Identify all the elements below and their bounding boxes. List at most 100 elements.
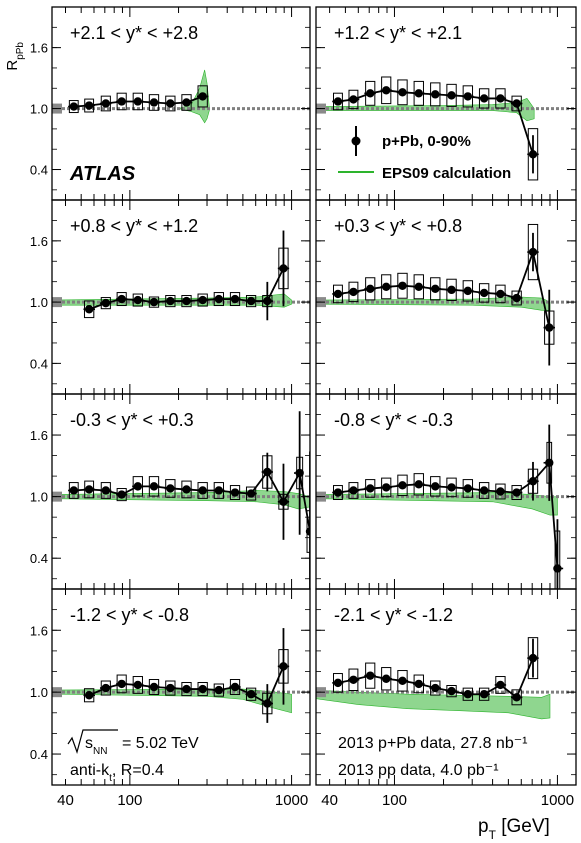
data-point [246,489,256,498]
panel-2: +1.2 < y* < +2.1 [315,6,577,201]
data-point [117,97,126,106]
data-point [463,286,473,296]
data-point [545,323,554,332]
data-point [545,458,554,467]
panel-4: +0.3 < y* < +0.8 [315,199,577,395]
data-point [496,94,505,103]
y-tick-label: 1.0 [30,295,48,310]
data-point [382,86,391,95]
data-point [69,486,78,495]
legend-data-marker [351,136,361,146]
data-point [230,488,240,497]
data-point [149,98,159,107]
data-point [553,564,562,573]
data-point [230,294,240,304]
y-tick-label: 1.0 [30,490,48,505]
panel-rapidity-label: -0.8 < y* < -0.3 [334,410,453,430]
atlas-label: ATLAS [69,163,136,185]
panel-rapidity-label: +0.3 < y* < +0.8 [334,216,462,236]
data-point [463,690,473,699]
energy-text: = 5.02 TeV [122,735,199,752]
data-point [447,483,456,492]
panel-plot-area [52,411,310,589]
data-point [447,91,456,100]
data-point [198,486,207,495]
data-point [133,680,143,690]
data-point [431,90,440,99]
eps09-band [52,688,292,714]
data-point [349,287,358,297]
data-point [166,484,175,493]
data-point [349,675,358,684]
panel-plot-area [52,628,310,723]
data-point [349,95,358,104]
panel-frame [51,588,311,786]
data-point [263,296,272,306]
svg-text:sNN: sNN [85,735,107,757]
data-point [414,679,423,689]
data-point [69,102,78,111]
data-point [133,295,143,305]
data-point [333,488,343,497]
eps09-band [316,98,535,122]
energy-annotation: sNN = 5.02 TeV [67,729,199,757]
data-point [366,89,375,98]
x-tick-label: 40 [321,792,338,809]
data-point [279,662,288,671]
data-point [512,99,521,108]
data-point [214,294,224,304]
y-tick-label: 1.6 [30,428,48,443]
data-point [133,482,143,491]
data-point [463,92,473,101]
x-tick-label: 40 [57,792,74,809]
data-point [166,683,175,693]
data-point [512,693,521,702]
data-point [382,282,391,291]
y-tick-label: 0.4 [30,356,48,371]
y-tick-label: 1.0 [30,685,48,700]
data-point [101,298,111,308]
data-point [496,680,505,690]
pp-dataset-annotation: 2013 pp data, 4.0 pb⁻¹ [338,762,499,779]
panel-plot-area [52,230,310,321]
data-connect-line [73,470,310,532]
panel-rapidity-label: -2.1 < y* < -1.2 [334,605,453,625]
panel-plot-area [316,637,576,720]
data-point [149,482,159,491]
data-point [263,699,272,708]
data-point [182,98,191,107]
data-point [512,488,521,497]
data-point [366,671,375,680]
data-point [279,497,288,506]
data-point [263,467,272,477]
legend: p+Pb, 0-90% EPS09 calculation [338,126,511,182]
data-point [246,690,256,699]
panel-frame [315,588,577,786]
panel-8: 40 100 1000 -2.1 < y* < -1.2 [315,588,577,809]
data-point [230,682,240,692]
x-axis-title: pT [GeV] [478,816,550,842]
data-point [84,485,94,494]
data-point [414,89,423,98]
data-point [366,284,375,294]
legend-band-label: EPS09 calculation [382,165,511,182]
panel-plot-area [316,424,576,589]
y-tick-label: 1.6 [30,41,48,56]
eps09-band [316,689,551,720]
data-point [84,305,94,314]
panel-rapidity-label: +0.8 < y* < +1.2 [70,216,198,236]
panel-grid: 0.4 1.0 1.6 +2.1 < y* < +2.8 +1.2 < y* < +2.… [30,6,577,809]
data-point [101,99,111,108]
data-point [295,468,304,478]
data-point [198,92,207,101]
data-point [182,485,191,494]
data-point [349,486,358,495]
data-point [414,480,423,489]
data-point [84,691,94,700]
data-point [431,284,440,294]
data-point [528,150,538,159]
data-point [463,484,473,493]
y-tick-label: 0.4 [30,163,48,178]
data-point [382,674,391,683]
data-point [366,484,375,493]
